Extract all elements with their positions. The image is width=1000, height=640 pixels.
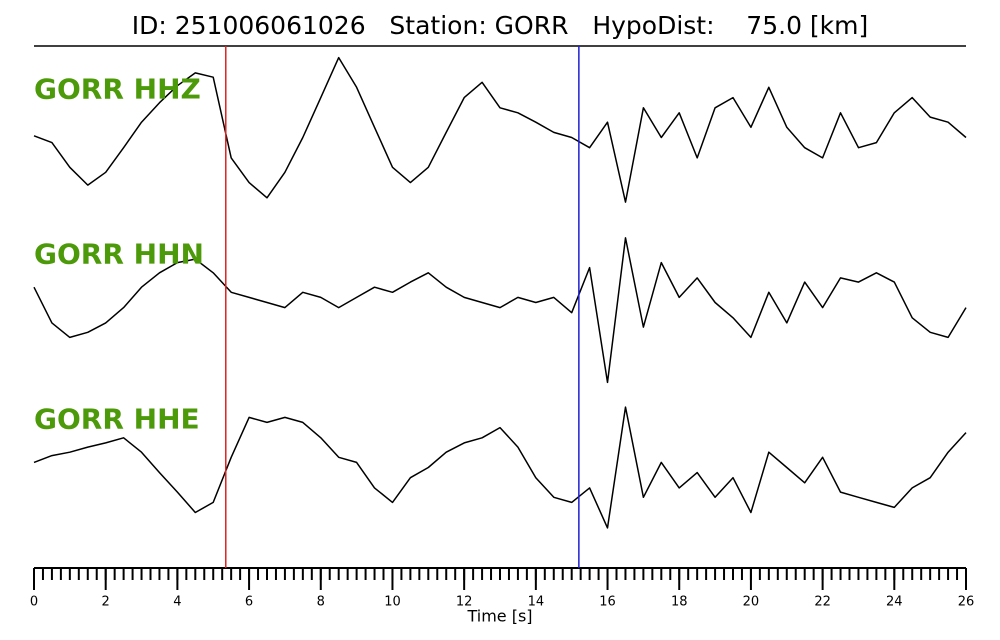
waveform bbox=[33, 56, 967, 203]
x-tick-label: 6 bbox=[245, 595, 253, 610]
x-tick-label: 22 bbox=[814, 595, 831, 610]
x-tick-label: 2 bbox=[102, 595, 110, 610]
waveform bbox=[33, 406, 967, 529]
x-tick-label: 20 bbox=[743, 595, 760, 610]
x-tick-label: 10 bbox=[384, 595, 401, 610]
trace-label: GORR HHE bbox=[34, 403, 200, 436]
waveform bbox=[33, 237, 967, 384]
x-tick-label: 8 bbox=[317, 595, 325, 610]
trace-label: GORR HHZ bbox=[34, 73, 201, 106]
x-tick-label: 4 bbox=[173, 595, 181, 610]
trace-label: GORR HHN bbox=[34, 238, 204, 271]
x-tick-label: 26 bbox=[958, 595, 975, 610]
x-tick-label: 14 bbox=[528, 595, 545, 610]
x-axis-label: Time [s] bbox=[466, 607, 532, 626]
x-tick-label: 0 bbox=[30, 595, 38, 610]
chart-title: ID: 251006061026 Station: GORR HypoDist:… bbox=[132, 11, 869, 40]
x-tick-label: 24 bbox=[886, 595, 903, 610]
x-tick-label: 16 bbox=[599, 595, 616, 610]
x-tick-label: 18 bbox=[671, 595, 688, 610]
x-tick-label: 12 bbox=[456, 595, 473, 610]
